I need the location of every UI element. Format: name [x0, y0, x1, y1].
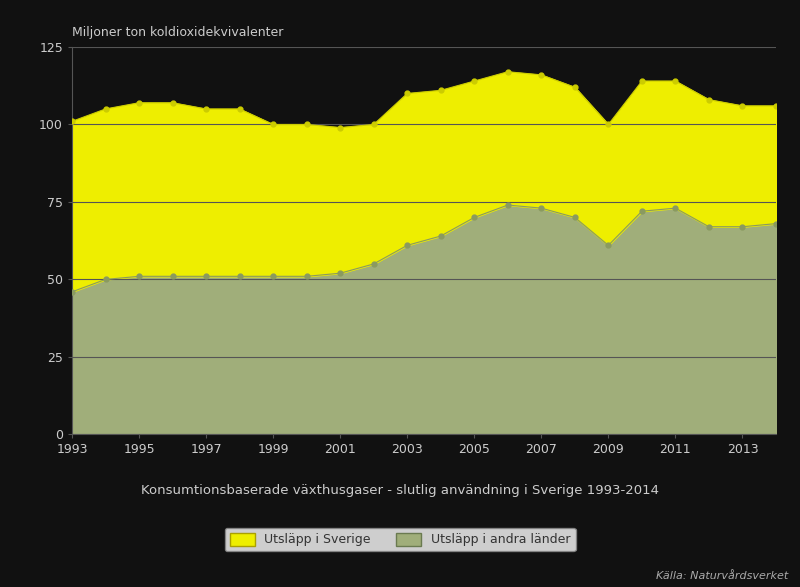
- Text: Miljoner ton koldioxidekvivalenter: Miljoner ton koldioxidekvivalenter: [72, 26, 283, 39]
- Text: Konsumtionsbaserade växthusgaser - slutlig användning i Sverige 1993-2014: Konsumtionsbaserade växthusgaser - slutl…: [141, 484, 659, 497]
- Text: Källa: Naturvårdsverket: Källa: Naturvårdsverket: [656, 571, 788, 581]
- Legend: Utsläpp i Sverige, Utsläpp i andra länder: Utsläpp i Sverige, Utsläpp i andra lände…: [225, 528, 575, 551]
